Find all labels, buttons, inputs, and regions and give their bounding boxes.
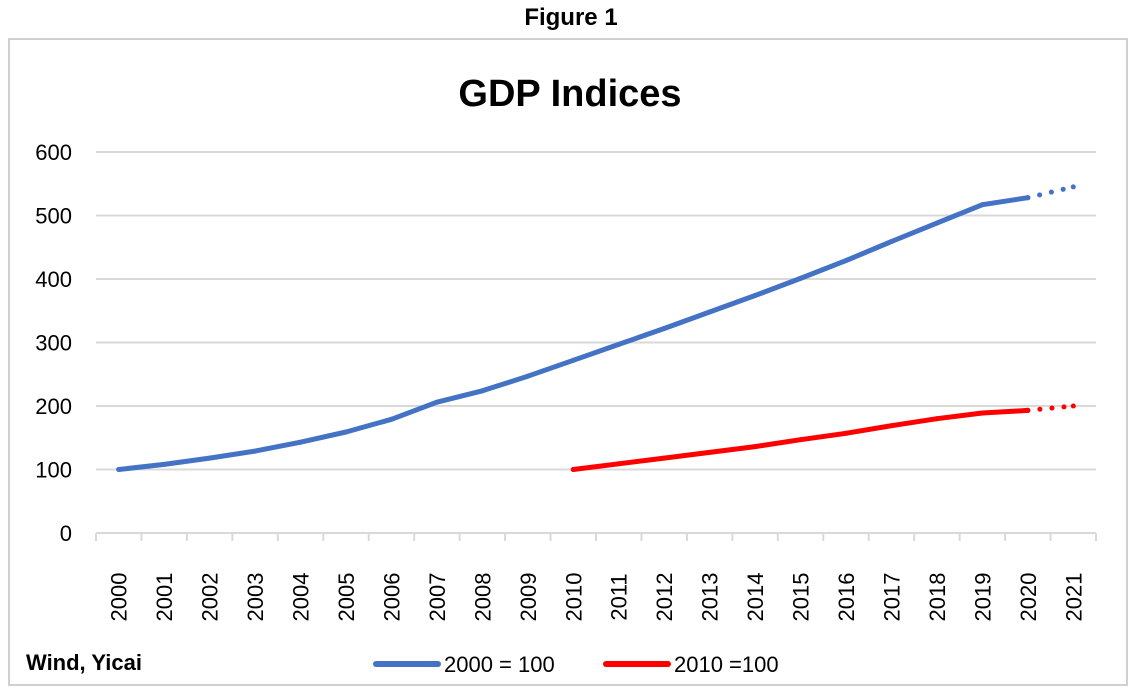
data-point-series-0 [161,461,167,467]
y-tick-label: 400 [35,267,72,292]
source-note: Wind, Yicai [26,650,142,675]
data-point-series-1 [1070,403,1076,409]
data-point-series-1 [661,455,667,461]
data-point-series-0 [479,388,485,394]
data-point-series-0 [752,293,758,298]
gdp-line-chart: GDP Indices 0 100 200 300 400 500 600 2000 2001 20… [35,73,1097,677]
data-point-series-0 [116,467,122,472]
x-tick-label: 2020 [1016,573,1041,622]
data-point-series-1 [798,437,803,443]
data-point-series-1 [843,430,849,436]
data-point-series-0 [389,416,394,422]
x-tick-label: 2000 [107,573,132,622]
x-tick-label: 2003 [243,573,268,622]
x-tick-label: 2007 [425,573,450,622]
data-point-series-0 [934,220,940,226]
series-forecast-line-0 [1025,184,1076,201]
x-tick-label: 2005 [334,573,359,622]
y-tick-label: 0 [60,521,72,546]
data-point-series-1 [616,461,622,467]
x-tick-label: 2012 [652,573,677,622]
data-point-series-1 [889,423,894,429]
chart-frame: GDP Indices 0 100 200 300 400 500 600 2000 2001 20… [8,38,1128,686]
x-tick-label: 2001 [152,573,177,622]
data-point-series-0 [1070,184,1076,190]
x-tick-label: 2019 [970,573,995,622]
legend-label-1: 2010 =100 [674,652,779,677]
y-tick-label: 500 [35,204,72,229]
data-point-series-0 [843,258,849,264]
series-forecast-line-1 [1025,403,1076,413]
data-point-series-0 [525,373,531,379]
legend-label-0: 2000 = 100 [444,652,555,677]
data-point-series-0 [298,439,303,445]
data-point-series-0 [661,326,667,331]
x-tick-label: 2008 [470,573,495,622]
x-tick-label: 2002 [198,573,223,622]
data-point-series-0 [252,448,258,454]
x-tick-label: 2018 [925,573,950,622]
y-tick-label: 100 [35,458,72,483]
x-tick-label: 2011 [607,573,632,620]
data-point-series-0 [889,239,894,244]
data-point-series-1 [934,416,940,422]
data-point-series-0 [798,275,803,281]
data-point-series-0 [207,455,213,461]
x-tick-label: 2014 [743,573,768,622]
data-point-series-0 [570,357,576,363]
data-point-series-1 [1025,407,1031,413]
x-tick-label: 2016 [834,573,859,622]
figure-caption: Figure 1 [524,4,618,31]
data-point-series-1 [570,467,576,472]
x-tick-label: 2009 [516,573,541,622]
data-point-series-0 [616,341,622,347]
y-tick-label: 600 [35,140,72,165]
data-point-series-1 [752,444,758,450]
data-point-series-0 [1025,195,1031,201]
x-tick-label: 2010 [561,573,586,622]
chart-title: GDP Indices [458,73,681,115]
x-tick-label: 2013 [698,573,723,622]
data-point-series-0 [707,309,713,315]
x-tick-label: 2015 [789,573,814,622]
x-tick-label: 2021 [1061,573,1086,622]
series-line-0 [116,195,1031,472]
x-tick-label: 2004 [289,573,314,622]
data-point-series-0 [343,429,349,435]
y-tick-label: 300 [35,331,72,356]
x-tick-label: 2017 [879,573,904,622]
y-tick-label: 200 [35,394,72,419]
x-tick-label: 2006 [379,573,404,622]
data-point-series-1 [707,449,713,455]
data-point-series-0 [434,399,440,405]
data-point-series-0 [979,202,985,208]
data-point-series-1 [979,410,985,416]
